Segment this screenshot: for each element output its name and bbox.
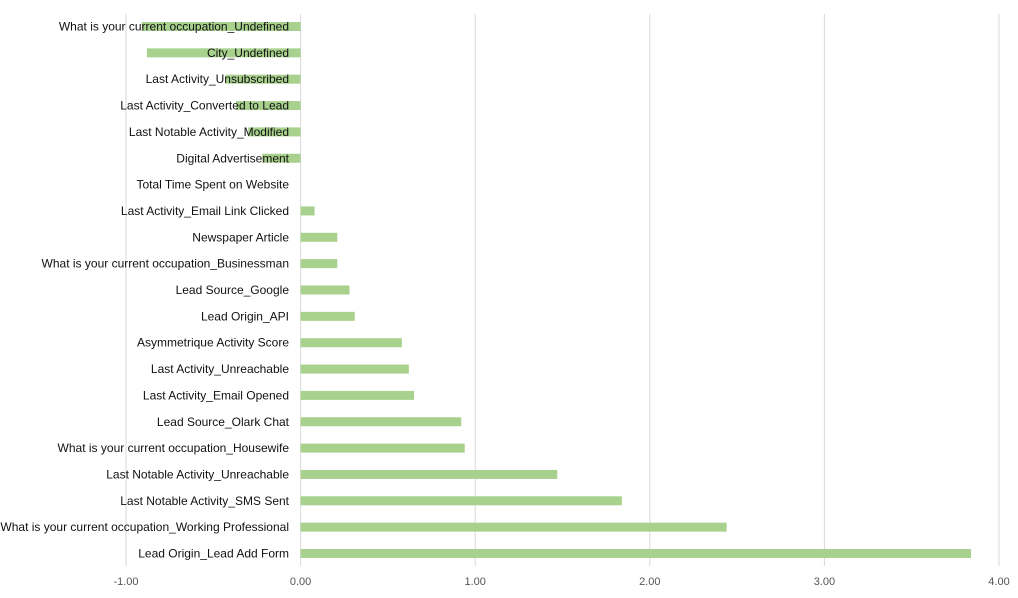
bar [300, 364, 409, 374]
category-label: Newspaper Article [192, 230, 289, 244]
category-label: What is your current occupation_Working … [0, 520, 289, 534]
bars [141, 22, 972, 558]
x-axis-ticks: -1.00 0.00 1.00 2.00 3.00 4.00 [113, 576, 1009, 588]
x-tick-label: 3.00 [814, 576, 835, 588]
x-tick-label: 4.00 [988, 576, 1009, 588]
category-label: Total Time Spent on Website [136, 178, 289, 192]
bar [300, 259, 338, 269]
bar [141, 22, 301, 31]
bar [300, 496, 622, 506]
category-labels: What is your current occupation_Undefine… [0, 20, 289, 561]
bar [300, 232, 338, 242]
bar [300, 390, 415, 400]
bar [300, 522, 727, 532]
category-label: Last Notable Activity_SMS Sent [120, 494, 289, 508]
x-tick-label: 0.00 [290, 576, 311, 588]
bar [300, 285, 350, 295]
category-label: Lead Origin_Lead Add Form [138, 547, 289, 561]
category-label: Lead Source_Google [176, 283, 290, 297]
bar [300, 469, 558, 479]
bar [225, 74, 301, 84]
category-label: What is your current occupation_Undefine… [59, 20, 289, 34]
category-label: What is your current occupation_Business… [42, 257, 289, 271]
x-tick-label: 2.00 [639, 576, 660, 588]
category-label: Last Activity_Unreachable [151, 362, 289, 376]
bar [300, 443, 465, 453]
category-label: Lead Origin_API [201, 309, 289, 323]
bar [146, 48, 301, 58]
category-label: Lead Source_Olark Chat [157, 415, 290, 429]
bar [300, 417, 462, 427]
category-label: Last Activity_Converted to Lead [120, 99, 289, 113]
category-label: Last Notable Activity_Modified [129, 125, 289, 139]
bar [300, 206, 315, 216]
bar [262, 153, 301, 163]
category-label: Last Activity_Unsubscribed [146, 72, 289, 86]
category-label: What is your current occupation_Housewif… [58, 441, 290, 455]
category-label: Last Activity_Email Link Clicked [121, 204, 289, 218]
bar [300, 338, 402, 348]
bar [300, 311, 355, 321]
x-tick-label: 1.00 [464, 576, 485, 588]
category-label: Last Notable Activity_Unreachable [106, 467, 289, 481]
category-label: City_Undefined [207, 46, 289, 60]
category-label: Digital Advertisement [176, 151, 289, 165]
bar [300, 549, 972, 558]
category-label: Last Activity_Email Opened [143, 388, 289, 402]
category-label: Asymmetrique Activity Score [137, 336, 289, 350]
x-tick-label: -1.00 [113, 576, 138, 588]
bar [248, 127, 301, 137]
bar [235, 101, 301, 111]
